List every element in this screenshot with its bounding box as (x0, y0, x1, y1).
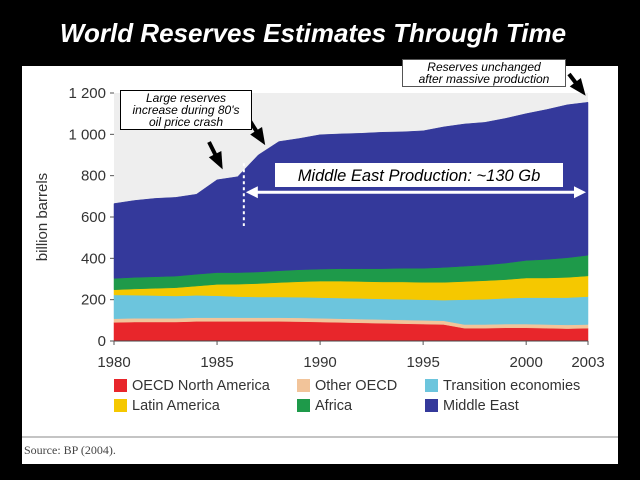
slide-title: World Reserves Estimates Through Time (59, 18, 567, 48)
x-tick-label: 1985 (200, 354, 233, 371)
figure-panel: 0 200 400 600 800 1 000 1 200 1980 1985 1990 1995 2… (22, 59, 618, 464)
unchanged-arrow-head (569, 78, 586, 96)
legend-swatch-africa (297, 399, 310, 412)
reserves-area-chart: 0 200 400 600 800 1 000 1 200 1980 1985 1990 1995 2… (22, 72, 618, 438)
production-label: Middle East Production: ~130 Gb (298, 167, 541, 185)
production-label-box (275, 163, 563, 187)
legend-label-middle-east: Middle East (443, 398, 519, 414)
production-arrow-left-head (245, 186, 258, 199)
crash-line-3: oil price crash (148, 115, 224, 129)
legend-label-africa: Africa (315, 398, 353, 414)
y-tick-label: 800 (81, 168, 106, 185)
crash-arrow-2-head (250, 126, 266, 146)
unchanged-callout: Reserves unchanged after massive product… (402, 59, 566, 87)
unchanged-line-1: Reserves unchanged (427, 60, 541, 74)
legend-swatch-oecd-north-america (114, 379, 127, 392)
y-tick-label: 1 000 (68, 126, 106, 143)
crash-line-1: Large reserves (145, 91, 227, 105)
x-tick-label: 1990 (303, 354, 336, 371)
unchanged-line-2: after massive production (418, 72, 550, 86)
legend-swatch-latin-america (114, 399, 127, 412)
crash-arrow-1-head (208, 151, 223, 170)
legend-label-other-oecd: Other OECD (315, 378, 397, 394)
y-tick-label: 200 (81, 292, 106, 309)
legend-label-transition-economies: Transition economies (443, 378, 580, 394)
crash-callout: Large reserves increase during 80's oil … (120, 90, 252, 130)
area-middle-east (113, 102, 589, 279)
legend-swatch-transition-economies (425, 379, 438, 392)
y-tick-label: 0 (98, 333, 106, 350)
crash-line-2: increase during 80's (132, 103, 240, 117)
x-tick-label: 2003 (571, 354, 604, 371)
x-tick-label: 1995 (406, 354, 439, 371)
source-note: Source: BP (2004). (24, 443, 116, 457)
legend-swatch-other-oecd (297, 379, 310, 392)
y-tick-label: 400 (81, 250, 106, 267)
legend-label-latin-america: Latin America (132, 398, 221, 414)
x-tick-label: 1980 (97, 354, 130, 371)
y-tick-label: 600 (81, 209, 106, 226)
x-tick-label: 2000 (509, 354, 542, 371)
production-arrow-right-head (574, 186, 586, 199)
legend-label-oecd-north-america: OECD North America (132, 378, 271, 394)
y-tick-label: 1 200 (68, 85, 106, 102)
legend-swatch-middle-east (425, 399, 438, 412)
y-axis-label: billion barrels (34, 173, 51, 261)
